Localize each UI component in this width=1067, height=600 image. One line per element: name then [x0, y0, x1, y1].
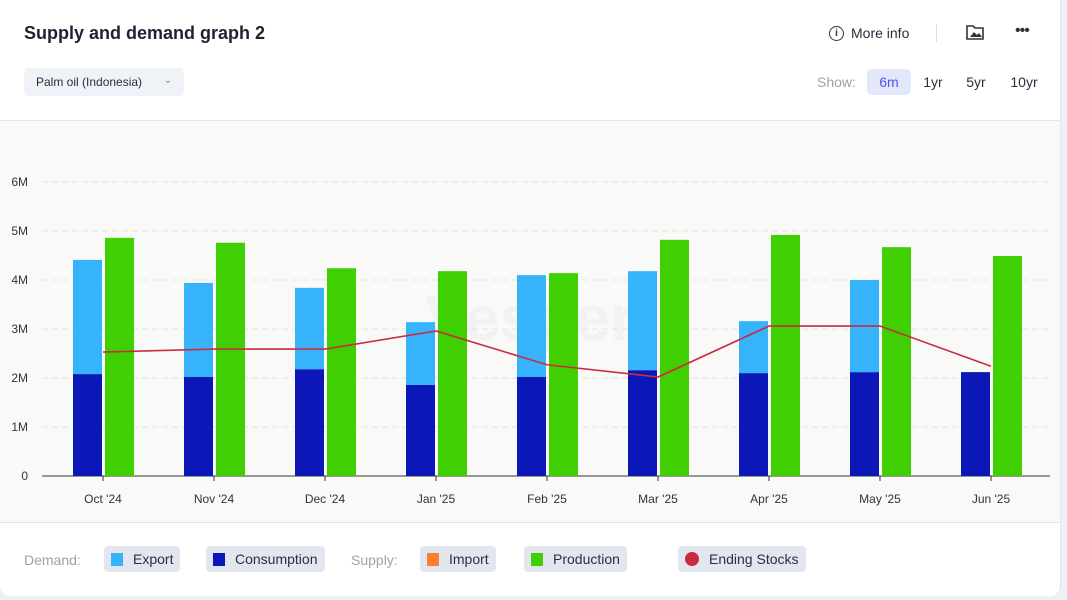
more-info-label: More info — [851, 25, 910, 41]
x-tick-label: Oct '24 — [84, 492, 122, 506]
range-10yr[interactable]: 10yr — [1010, 74, 1038, 90]
image-export-icon[interactable] — [966, 24, 984, 40]
ending-stocks-swatch — [685, 552, 699, 566]
consumption-bar — [73, 374, 102, 476]
export-bar — [628, 271, 657, 371]
export-swatch — [111, 552, 123, 566]
more-options-icon[interactable]: ••• — [1015, 22, 1030, 39]
export-bar — [73, 259, 102, 375]
more-info-button[interactable]: i More info — [829, 25, 909, 41]
consumption-bar — [850, 372, 879, 476]
consumption-bar — [628, 370, 657, 476]
demand-label: Demand: — [24, 552, 81, 568]
legend-label: Ending Stocks — [709, 551, 799, 567]
export-bar — [295, 287, 324, 370]
x-tick-label: Jun '25 — [972, 492, 1011, 506]
production-swatch — [531, 552, 543, 566]
x-tick-label: Nov '24 — [194, 492, 235, 506]
y-tick-label: 2M — [11, 371, 28, 385]
y-tick-label: 4M — [11, 273, 28, 287]
commodity-select-value: Palm oil (Indonesia) — [36, 75, 143, 89]
consumption-bar — [739, 373, 768, 476]
consumption-bar — [184, 377, 213, 476]
x-tick-label: Jan '25 — [417, 492, 456, 506]
ending-stocks-line — [102, 325, 992, 378]
y-tick-label: 6M — [11, 175, 28, 189]
divider — [936, 24, 937, 42]
production-bar — [660, 239, 689, 476]
production-bar — [993, 255, 1022, 476]
production-bar — [438, 271, 467, 476]
x-tick-label: May '25 — [859, 492, 901, 506]
info-icon: i — [829, 25, 844, 41]
show-label: Show: — [817, 74, 856, 90]
legend-ending-stocks[interactable]: Ending Stocks — [678, 546, 806, 572]
y-tick-label: 0 — [21, 469, 28, 483]
y-tick-label: 1M — [11, 420, 28, 434]
legend-production[interactable]: Production — [524, 546, 627, 572]
range-6m[interactable]: 6m — [867, 69, 911, 95]
production-bar — [549, 273, 578, 476]
y-tick-label: 3M — [11, 322, 28, 336]
range-5yr[interactable]: 5yr — [966, 74, 986, 90]
x-tick-label: Mar '25 — [638, 492, 678, 506]
legend-label: Production — [553, 551, 620, 567]
commodity-select[interactable]: Palm oil (Indonesia) ⌄ — [24, 68, 184, 96]
y-tick-label: 5M — [11, 224, 28, 238]
consumption-bar — [517, 377, 546, 476]
x-tick-label: Dec '24 — [305, 492, 346, 506]
legend-export[interactable]: Export — [104, 546, 181, 572]
production-bar — [882, 247, 911, 476]
export-bar — [517, 275, 546, 378]
production-bar — [771, 234, 800, 476]
export-bar — [184, 282, 213, 378]
x-tick-label: Apr '25 — [750, 492, 788, 506]
consumption-bar — [295, 369, 324, 476]
consumption-bar — [961, 372, 990, 476]
legend-import[interactable]: Import — [420, 546, 496, 572]
card-title: Supply and demand graph 2 — [24, 23, 266, 43]
import-swatch — [427, 552, 439, 566]
range-1yr[interactable]: 1yr — [923, 74, 943, 90]
legend-label: Import — [449, 551, 489, 567]
supply-label: Supply: — [351, 552, 398, 568]
production-bar — [327, 268, 356, 476]
production-bar — [105, 237, 134, 476]
export-bar — [739, 321, 768, 374]
legend-label: Consumption — [235, 551, 318, 567]
legend-consumption[interactable]: Consumption — [206, 546, 325, 572]
consumption-bar — [406, 384, 435, 476]
production-bar — [216, 242, 245, 476]
consumption-swatch — [213, 552, 225, 566]
legend-label: Export — [133, 551, 174, 567]
chevron-down-icon: ⌄ — [163, 75, 172, 86]
x-tick-label: Feb '25 — [527, 492, 567, 506]
